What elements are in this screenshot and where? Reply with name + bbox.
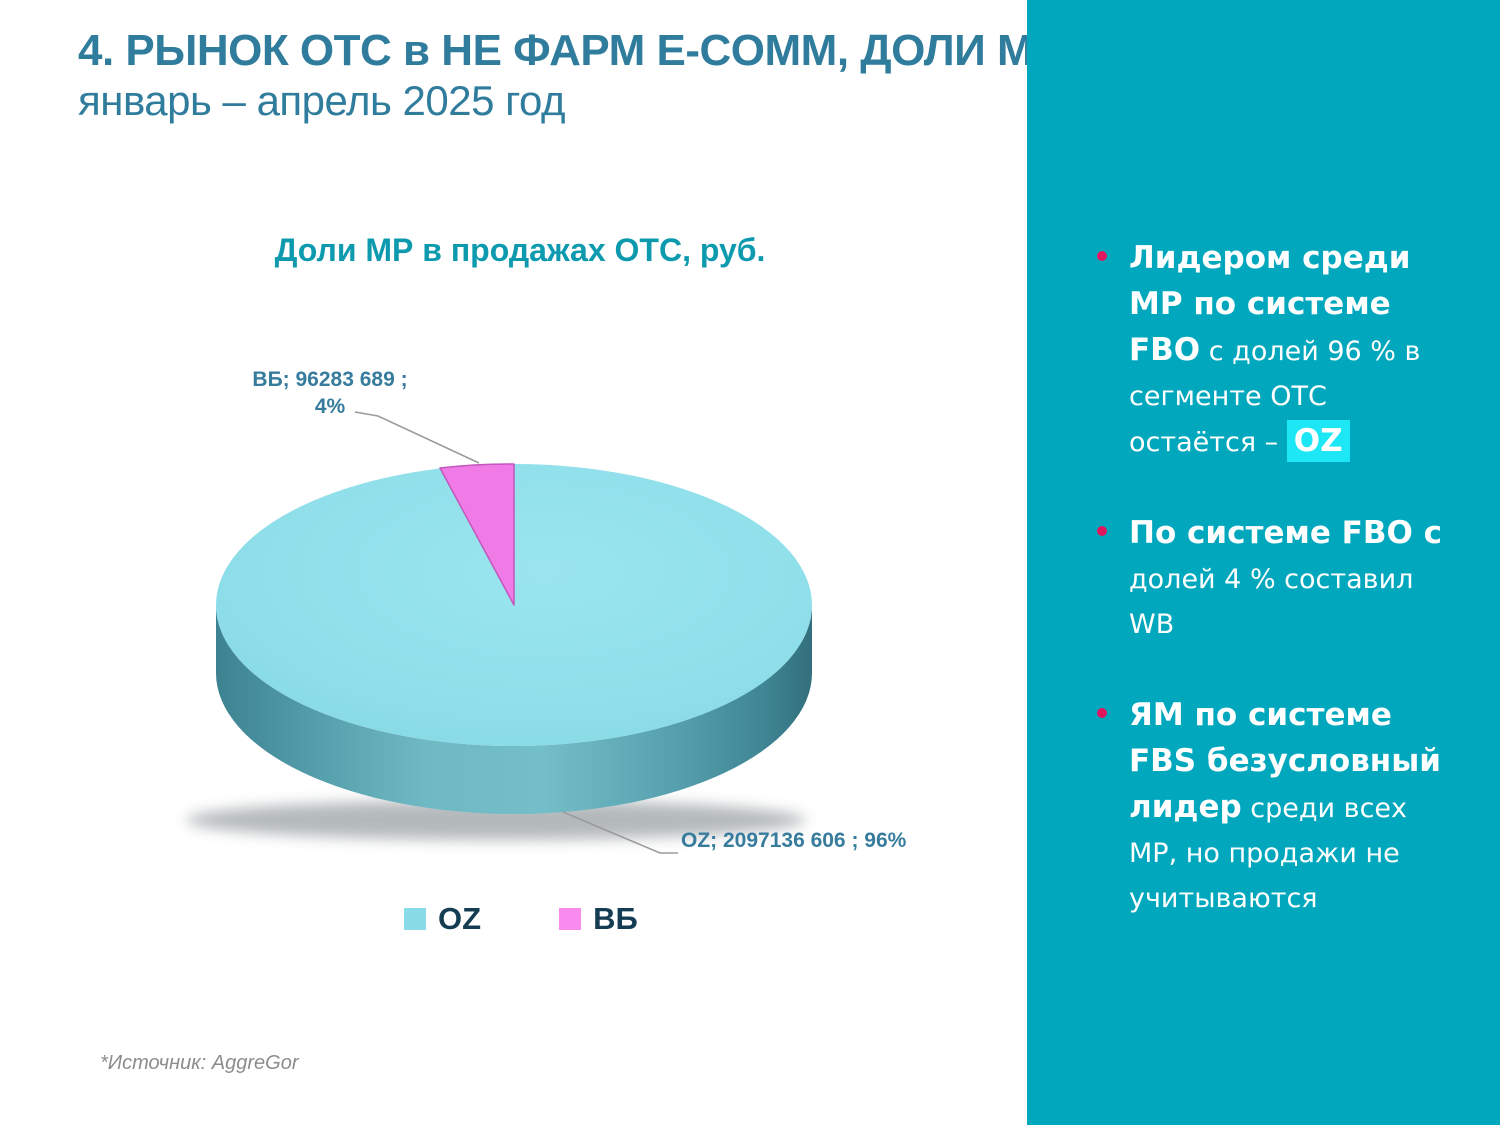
- pie-side: [216, 605, 812, 814]
- bullet-2-regular: долей 4 % составил WB: [1129, 564, 1414, 640]
- bullet-3-regular: среди всех МР, но продажи не учитываются: [1129, 793, 1408, 914]
- bullet-text-1: Лидером среди МР по системе FBO с долей …: [1129, 236, 1447, 465]
- source-note: *Источник: AggreGor: [100, 1052, 299, 1074]
- highlight-oz: OZ: [1286, 420, 1350, 462]
- data-label-vb-line1: ВБ; 96283 689 ;: [252, 368, 408, 391]
- data-label-oz: OZ; 2097136 606 ; 96%: [681, 829, 907, 852]
- bullet-2-bold: По системе FBO с: [1129, 515, 1442, 551]
- legend-label-vb: ВБ: [593, 901, 638, 936]
- leader-line-oz: [562, 811, 678, 854]
- legend-swatch-oz-icon: [404, 907, 426, 930]
- bullet-item-2: По системе FBO с долей 4 % составил WB: [1097, 511, 1447, 647]
- pie-shadow: [186, 800, 806, 840]
- bullet-text-2: По системе FBO с долей 4 % составил WB: [1129, 511, 1447, 647]
- bullet-3-bold: ЯМ по системе FBS безусловный лидер: [1129, 697, 1441, 825]
- legend-item-oz: OZ: [404, 903, 481, 934]
- pie-slice-vb: [439, 463, 515, 606]
- bullet-dot-icon: [1097, 526, 1107, 536]
- page-subtitle: январь – апрель 2025 год: [78, 77, 566, 124]
- bullet-text-3: ЯМ по системе FBS безусловный лидер сред…: [1129, 693, 1447, 921]
- bullet-dot-icon: [1097, 708, 1107, 718]
- legend-label-oz: OZ: [438, 901, 482, 936]
- leader-line-vb: [354, 411, 480, 464]
- chart-legend: OZ ВБ: [404, 903, 638, 934]
- header: 4. РЫНОК ОТС в НЕ ФАРМ E-COMM, ДОЛИ МР я…: [78, 26, 1062, 126]
- bullet-1-regular: с долей 96 % в сегменте ОТС остаётся –: [1129, 336, 1421, 458]
- bullet-item-1: Лидером среди МР по системе FBO с долей …: [1097, 236, 1447, 465]
- bullet-item-3: ЯМ по системе FBS безусловный лидер сред…: [1097, 693, 1447, 921]
- sidebar-bullet-list: Лидером среди МР по системе FBO с долей …: [1097, 236, 1447, 967]
- sidebar: Лидером среди МР по системе FBO с долей …: [1027, 0, 1500, 1125]
- page-title: 4. РЫНОК ОТС в НЕ ФАРМ E-COMM, ДОЛИ МР: [78, 26, 1062, 75]
- pie-chart: [186, 411, 812, 854]
- chart-title: Доли МР в продажах ОТС, руб.: [274, 232, 766, 268]
- data-label-vb-line2: 4%: [314, 395, 346, 418]
- bullet-1-bold: Лидером среди МР по системе FBO: [1129, 240, 1411, 368]
- legend-item-vb: ВБ: [559, 903, 638, 934]
- data-label-vb: ВБ; 96283 689 ; 4%: [232, 366, 428, 420]
- bullet-dot-icon: [1097, 251, 1107, 261]
- legend-swatch-vb-icon: [559, 907, 582, 930]
